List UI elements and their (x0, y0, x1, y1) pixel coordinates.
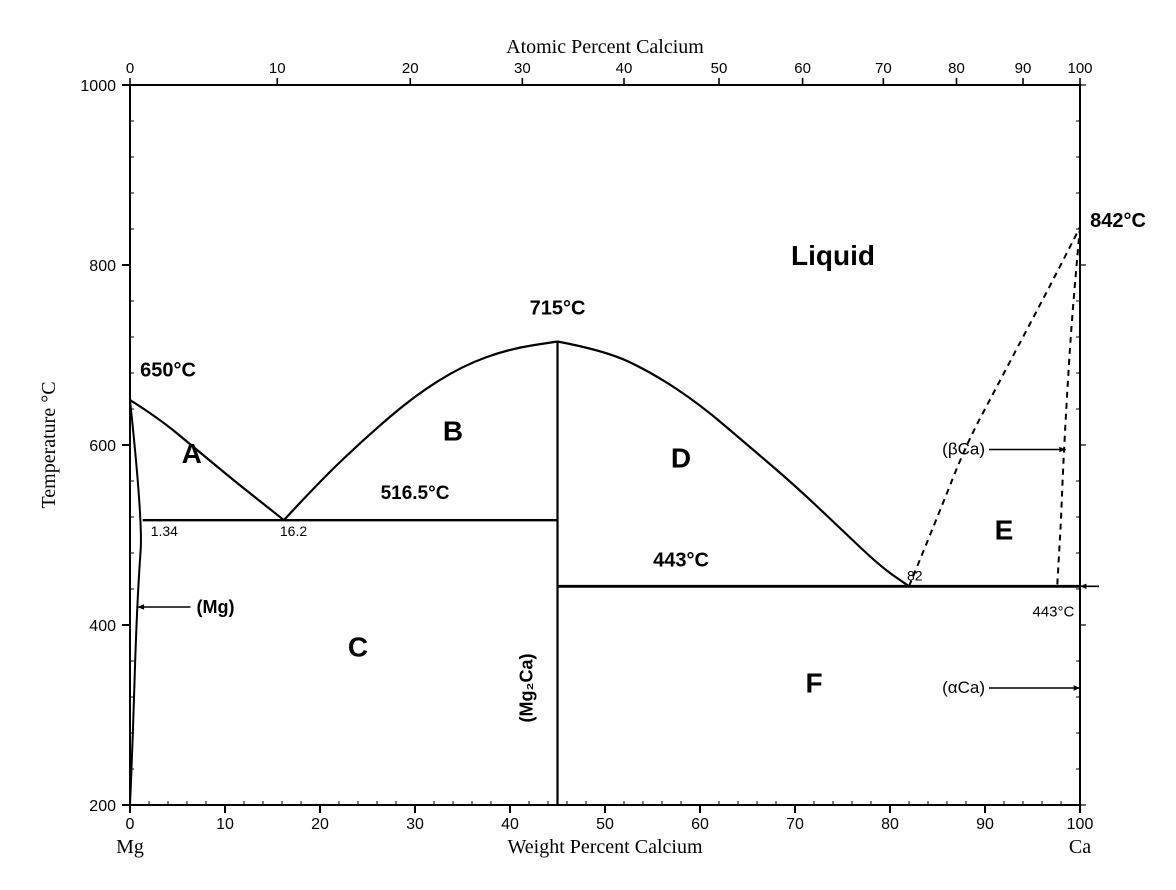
region-label: E (995, 515, 1014, 546)
y-tick-label: 200 (89, 798, 116, 815)
region-label: F (805, 668, 822, 699)
x-tick-label: 70 (786, 816, 804, 833)
x-top-tick-label: 10 (269, 60, 286, 77)
point-label: 443°C (1033, 604, 1075, 621)
region-label: B (443, 416, 463, 447)
point-label: 82 (907, 567, 923, 583)
curve (558, 342, 910, 587)
y-tick-label: 800 (89, 258, 116, 275)
x-tick-label: 0 (126, 816, 135, 833)
y-axis-label: Temperature °C (38, 381, 60, 508)
temp-annotation: 715°C (530, 298, 586, 320)
x-top-label: Atomic Percent Calcium (506, 36, 704, 58)
compound-label: (Mg₂Ca) (517, 654, 537, 723)
temp-annotation: 650°C (140, 360, 196, 382)
chart-svg: 2004006008001000Temperature °C0102030405… (20, 20, 1156, 870)
x-tick-label: 90 (976, 816, 994, 833)
temp-annotation: 516.5°C (381, 483, 450, 504)
curve (130, 400, 141, 805)
curve (130, 400, 284, 520)
x-top-tick-label: 30 (514, 60, 531, 77)
phase-aca-label: (αCa) (942, 678, 985, 697)
x-bottom-label: Weight Percent Calcium (508, 836, 703, 858)
point-label: 1.34 (151, 523, 178, 539)
y-tick-label: 400 (89, 618, 116, 635)
x-top-tick-label: 0 (126, 60, 134, 77)
x-top-tick-label: 20 (402, 60, 419, 77)
x-top-tick-label: 50 (711, 60, 728, 77)
x-tick-label: 100 (1067, 816, 1094, 833)
y-tick-label: 1000 (80, 78, 116, 95)
x-tick-label: 10 (216, 816, 234, 833)
x-tick-label: 30 (406, 816, 424, 833)
x-top-tick-label: 80 (948, 60, 965, 77)
x-tick-label: 80 (881, 816, 899, 833)
plot-frame (130, 85, 1080, 805)
phase-mg-label: (Mg) (197, 597, 235, 617)
x-top-tick-label: 70 (875, 60, 892, 77)
x-top-tick-label: 40 (616, 60, 633, 77)
region-label: Liquid (791, 240, 875, 271)
region-label: A (182, 438, 202, 469)
region-label: D (671, 443, 691, 474)
x-top-tick-label: 60 (794, 60, 811, 77)
mg-label: Mg (116, 836, 144, 858)
x-top-tick-label: 90 (1015, 60, 1032, 77)
point-label: 16.2 (280, 523, 307, 539)
x-tick-label: 50 (596, 816, 614, 833)
x-tick-label: 60 (691, 816, 709, 833)
region-label: C (348, 632, 368, 663)
temp-annotation: 842°C (1090, 210, 1146, 232)
x-tick-label: 40 (501, 816, 519, 833)
phase-diagram-chart: 2004006008001000Temperature °C0102030405… (20, 20, 1156, 870)
curve (1057, 227, 1080, 586)
ca-label: Ca (1069, 836, 1091, 858)
phase-bca-label: (βCa) (942, 440, 985, 459)
x-top-tick-label: 100 (1067, 60, 1092, 77)
x-tick-label: 20 (311, 816, 329, 833)
temp-annotation: 443°C (653, 550, 709, 572)
y-tick-label: 600 (89, 438, 116, 455)
